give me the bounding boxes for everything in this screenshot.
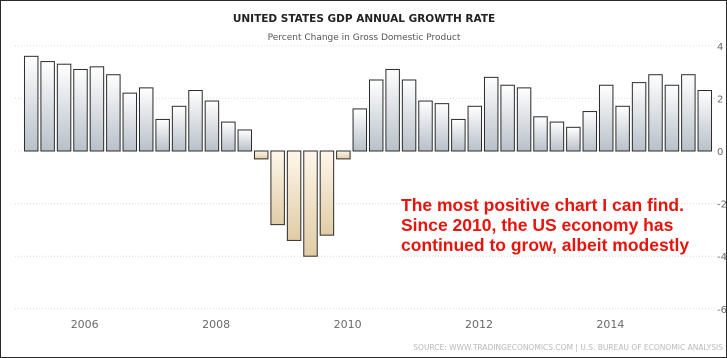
- x-tick-label: 2006: [71, 318, 99, 331]
- source-note: SOURCE: WWW.TRADINGECONOMICS.COM | U.S. …: [413, 343, 723, 352]
- bar: [139, 88, 152, 151]
- bar: [205, 101, 218, 151]
- chart-title: UNITED STATES GDP ANNUAL GROWTH RATE: [233, 13, 495, 25]
- bar: [172, 106, 185, 151]
- bar: [501, 85, 514, 151]
- y-tick-label: 2: [717, 94, 723, 105]
- bar: [402, 80, 415, 151]
- bar: [599, 85, 612, 151]
- bar: [632, 83, 645, 151]
- bar: [452, 119, 465, 151]
- x-axis-ticks: 2006 2008 2010 2012 2014: [71, 318, 625, 331]
- y-tick-label: 4: [717, 42, 723, 53]
- bar: [24, 56, 37, 151]
- bar: [468, 106, 481, 151]
- y-tick-label: -2: [717, 200, 726, 211]
- x-tick-label: 2014: [596, 318, 624, 331]
- y-tick-label: -4: [717, 252, 726, 263]
- chart-subtitle: Percent Change in Gross Domestic Product: [268, 33, 461, 43]
- bar: [386, 69, 399, 151]
- y-axis-ticks: 4 2 0 -2 -4 -6: [717, 42, 726, 316]
- bar: [353, 109, 366, 151]
- bar: [189, 91, 202, 151]
- bar: [682, 75, 695, 151]
- x-tick-label: 2010: [334, 318, 362, 331]
- bar: [222, 122, 235, 151]
- bar: [435, 104, 448, 151]
- bar: [74, 69, 87, 151]
- bar: [320, 151, 333, 235]
- bar: [90, 67, 103, 151]
- bar: [649, 75, 662, 151]
- bar: [484, 77, 497, 151]
- bar: [369, 80, 382, 151]
- bar: [550, 122, 563, 151]
- y-tick-label: -6: [717, 305, 726, 316]
- bar: [665, 85, 678, 151]
- bar: [616, 106, 629, 151]
- bar: [107, 75, 120, 151]
- bar: [41, 62, 54, 151]
- x-tick-label: 2008: [202, 318, 230, 331]
- bar: [534, 117, 547, 151]
- annotation-text: The most positive chart I can find. Sinc…: [401, 195, 701, 255]
- bar: [419, 101, 432, 151]
- bar: [304, 151, 317, 256]
- bar: [567, 127, 580, 151]
- bar: [271, 151, 284, 225]
- bar: [517, 88, 530, 151]
- bar: [238, 130, 251, 151]
- bar: [287, 151, 300, 240]
- bar: [123, 93, 136, 151]
- bar: [254, 151, 267, 159]
- x-tick-label: 2012: [465, 318, 493, 331]
- bar: [337, 151, 350, 159]
- bar: [583, 112, 596, 151]
- bar: [57, 64, 70, 151]
- y-tick-label: 0: [717, 147, 723, 158]
- bar: [156, 119, 169, 151]
- bar: [698, 91, 711, 151]
